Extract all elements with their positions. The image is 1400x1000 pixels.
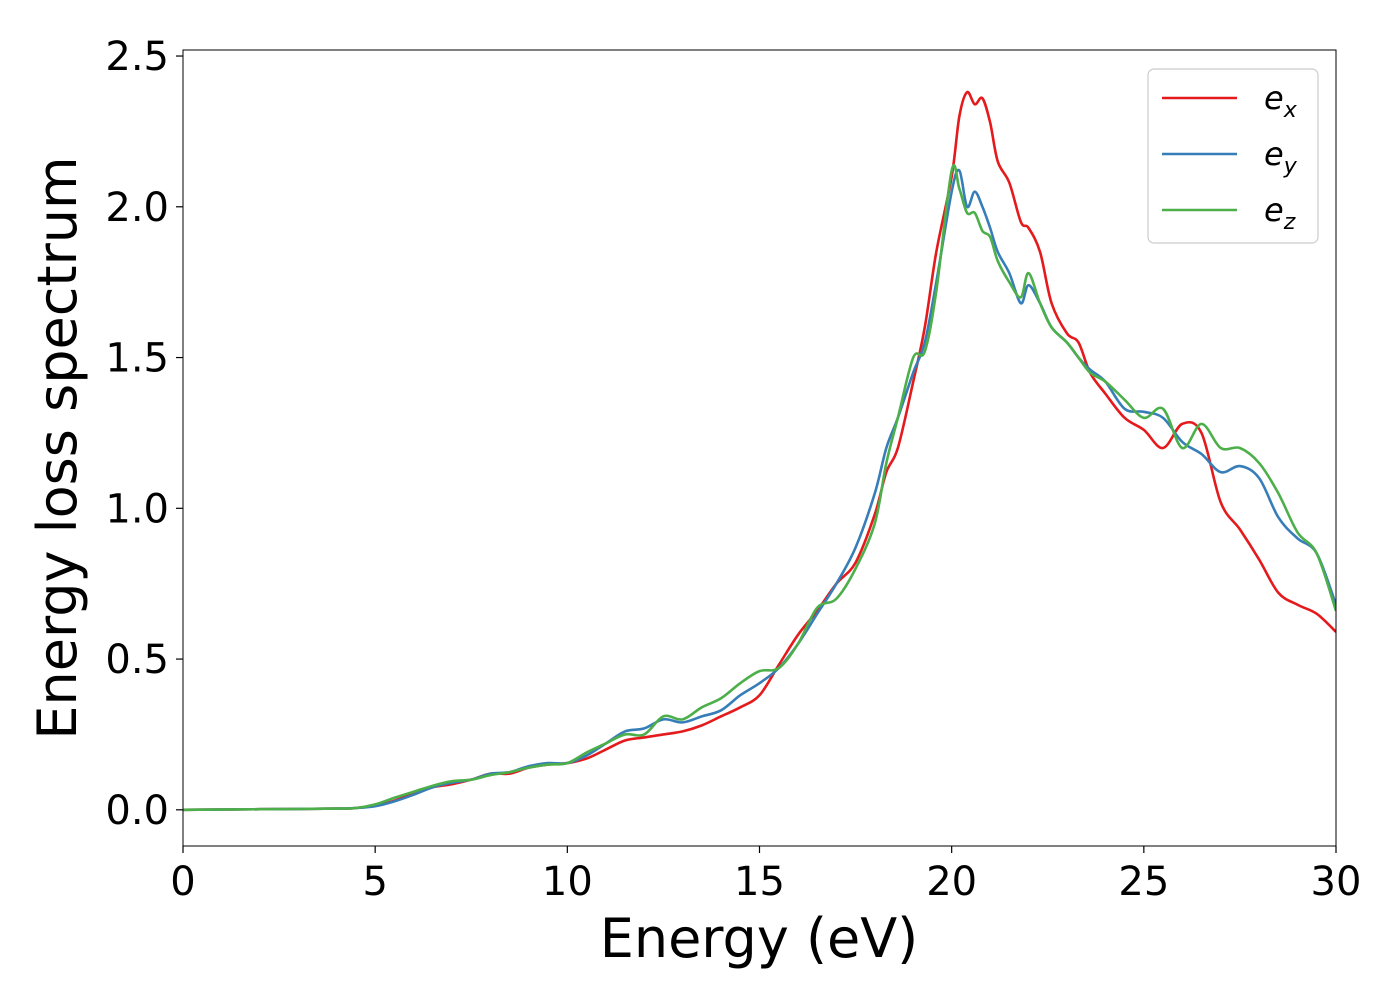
y-tick-label: 2.5 bbox=[105, 34, 169, 80]
y-tick-label: 0.5 bbox=[105, 637, 169, 683]
y-tick-label: 2.0 bbox=[105, 185, 169, 231]
y-tick-label: 1.0 bbox=[105, 486, 169, 532]
x-tick-label: 5 bbox=[362, 859, 387, 905]
y-tick-label: 1.5 bbox=[105, 336, 169, 382]
x-tick-label: 20 bbox=[926, 859, 977, 905]
plot-lines bbox=[183, 90, 1336, 812]
series-line-ez bbox=[183, 163, 1336, 812]
x-axis: 0 5 10 15 20 25 30 bbox=[170, 846, 1361, 905]
y-tick-label: 0.0 bbox=[105, 788, 169, 834]
x-tick-label: 10 bbox=[542, 859, 593, 905]
x-tick-label: 30 bbox=[1311, 859, 1362, 905]
legend-box bbox=[1147, 68, 1319, 244]
x-axis-title: Energy (eV) bbox=[600, 907, 919, 970]
y-axis-title: Energy loss spectrum bbox=[26, 156, 89, 739]
x-tick-label: 0 bbox=[170, 859, 195, 905]
y-axis: 0.0 0.5 1.0 1.5 2.0 2.5 bbox=[105, 34, 183, 834]
x-tick-label: 15 bbox=[734, 859, 785, 905]
x-tick-label: 25 bbox=[1118, 859, 1169, 905]
